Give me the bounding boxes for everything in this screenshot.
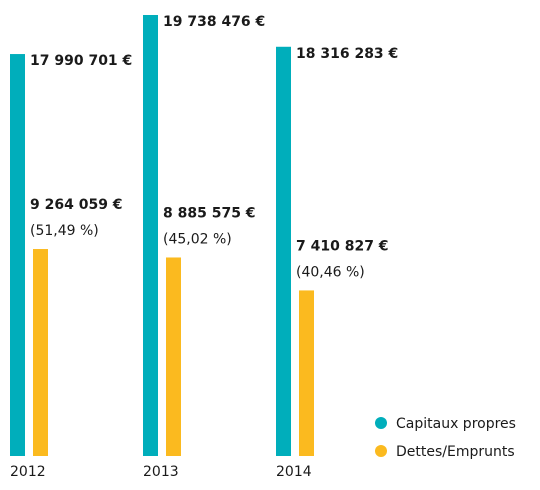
- x-tick-label: 2014: [276, 464, 312, 480]
- data-label: 19 738 476 €: [163, 14, 265, 30]
- data-label: 8 885 575 €: [163, 205, 256, 221]
- share-label: (45,02 %): [163, 231, 232, 247]
- bar: [10, 54, 25, 457]
- legend-swatch: [375, 445, 387, 457]
- bar: [143, 15, 158, 456]
- data-label: 7 410 827 €: [296, 238, 389, 254]
- share-label: (51,49 %): [30, 223, 99, 239]
- x-tick-label: 2013: [143, 464, 179, 480]
- legend-swatch: [375, 417, 387, 429]
- share-label: (40,46 %): [296, 264, 365, 280]
- bar: [299, 290, 314, 456]
- x-tick-label: 2012: [10, 464, 46, 480]
- legend-label: Dettes/Emprunts: [396, 444, 515, 460]
- bar: [276, 46, 291, 457]
- bar: [33, 249, 48, 456]
- legend-label: Capitaux propres: [396, 416, 516, 432]
- bar: [166, 257, 181, 456]
- data-label: 17 990 701 €: [30, 53, 132, 69]
- data-label: 9 264 059 €: [30, 197, 123, 213]
- data-label: 18 316 283 €: [296, 46, 398, 62]
